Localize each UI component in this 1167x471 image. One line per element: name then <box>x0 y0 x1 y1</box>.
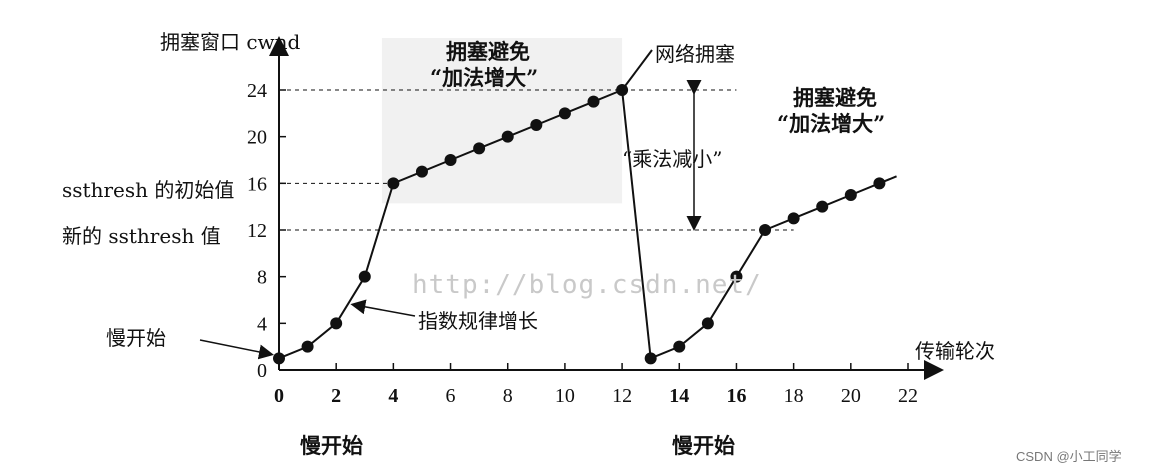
data-point <box>759 224 772 236</box>
data-point <box>501 130 514 143</box>
x-tick-label: 12 <box>612 385 632 407</box>
additive-increase-label-1: “加法增大” <box>430 65 539 90</box>
congestion-drop-line <box>621 89 652 359</box>
x-tick-label: 14 <box>669 385 689 407</box>
initial-ssthresh-label: ssthresh 的初始值 <box>62 178 235 202</box>
multiplicative-decrease-label: “乘法减小” <box>622 147 723 171</box>
slow-start-annotation: 慢开始 <box>106 326 166 350</box>
y-tick-label: 4 <box>257 313 267 335</box>
additive-increase-label-2: “加法增大” <box>777 111 886 136</box>
data-point <box>473 142 486 155</box>
x-tick-label: 0 <box>274 385 284 407</box>
data-point <box>587 95 600 108</box>
data-point <box>387 177 400 190</box>
data-point <box>873 177 886 190</box>
exponential-arrow <box>350 299 416 317</box>
data-point <box>444 154 457 166</box>
y-axis-label: 拥塞窗口 cwnd <box>160 30 301 54</box>
y-tick-label: 8 <box>257 267 267 289</box>
x-tick-label: 8 <box>503 385 513 407</box>
x-tick-label: 10 <box>555 385 575 407</box>
bottom-slow-start-label-1: 慢开始 <box>300 433 363 458</box>
congestion-avoidance-title-1: 拥塞避免 <box>446 39 530 64</box>
y-tick-label: 20 <box>247 127 267 149</box>
x-tick-label: 6 <box>446 385 456 407</box>
data-point <box>273 352 285 365</box>
csdn-credit: CSDN @小工同学 <box>1016 449 1122 464</box>
data-point <box>530 119 543 131</box>
bottom-slow-start-label-2: 慢开始 <box>672 433 735 458</box>
x-tick-label: 4 <box>388 385 398 407</box>
y-tick-label: 24 <box>247 80 267 102</box>
data-point <box>644 352 657 365</box>
reference-lines <box>279 89 794 231</box>
x-tick-label: 18 <box>784 385 804 407</box>
exponential-growth-annotation: 指数规律增长 <box>418 309 538 333</box>
watermark-text: http://blog.csdn.net/ <box>412 270 762 300</box>
data-point <box>558 107 571 120</box>
data-point <box>730 270 743 283</box>
congestion-avoidance-title-2: 拥塞避免 <box>793 85 877 110</box>
data-point <box>330 317 343 330</box>
x-axis-label: 传输轮次 <box>915 339 995 363</box>
data-point <box>358 270 371 283</box>
y-tick-label: 0 <box>257 360 267 382</box>
x-tick-label: 16 <box>726 385 746 407</box>
x-tick-label: 22 <box>898 385 918 407</box>
data-point <box>844 189 857 201</box>
x-tick-label: 2 <box>331 385 341 407</box>
y-tick-label: 12 <box>247 220 267 242</box>
network-congestion-leader <box>621 49 653 91</box>
y-tick-label: 16 <box>247 173 267 195</box>
data-point <box>673 340 686 353</box>
data-point <box>701 317 714 330</box>
data-point <box>787 212 800 225</box>
annotation-arrows <box>199 49 702 360</box>
new-ssthresh-label: 新的 ssthresh 值 <box>62 224 221 248</box>
data-point <box>816 200 829 213</box>
x-tick-label: 20 <box>841 385 861 407</box>
slow-start-arrow <box>199 339 274 360</box>
data-point <box>301 340 314 353</box>
network-congestion-label: 网络拥塞 <box>655 42 735 66</box>
data-point <box>415 165 428 178</box>
